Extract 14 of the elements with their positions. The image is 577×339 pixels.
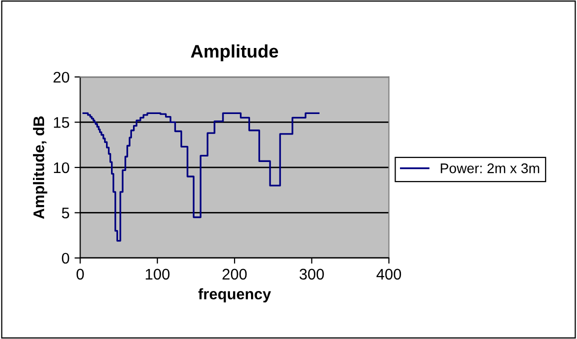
x-tick-label: 300 <box>300 268 324 280</box>
chart-title: Amplitude <box>190 44 278 62</box>
y-tick-label: 15 <box>54 117 70 128</box>
x-tick-label: 400 <box>376 268 402 280</box>
y-axis-title: Amplitude, dB <box>32 116 48 219</box>
y-tick-label: 10 <box>54 162 70 174</box>
x-axis-title: frequency <box>198 288 271 302</box>
y-tick-label: 5 <box>62 208 70 218</box>
y-tick-label: 20 <box>54 72 70 83</box>
y-tick-label: 0 <box>62 252 70 264</box>
x-tick-label: 200 <box>222 268 247 280</box>
x-tick-label: 100 <box>146 268 170 280</box>
legend-label: Power: 2m x 3m <box>440 163 540 174</box>
x-tick-label: 0 <box>76 268 84 280</box>
